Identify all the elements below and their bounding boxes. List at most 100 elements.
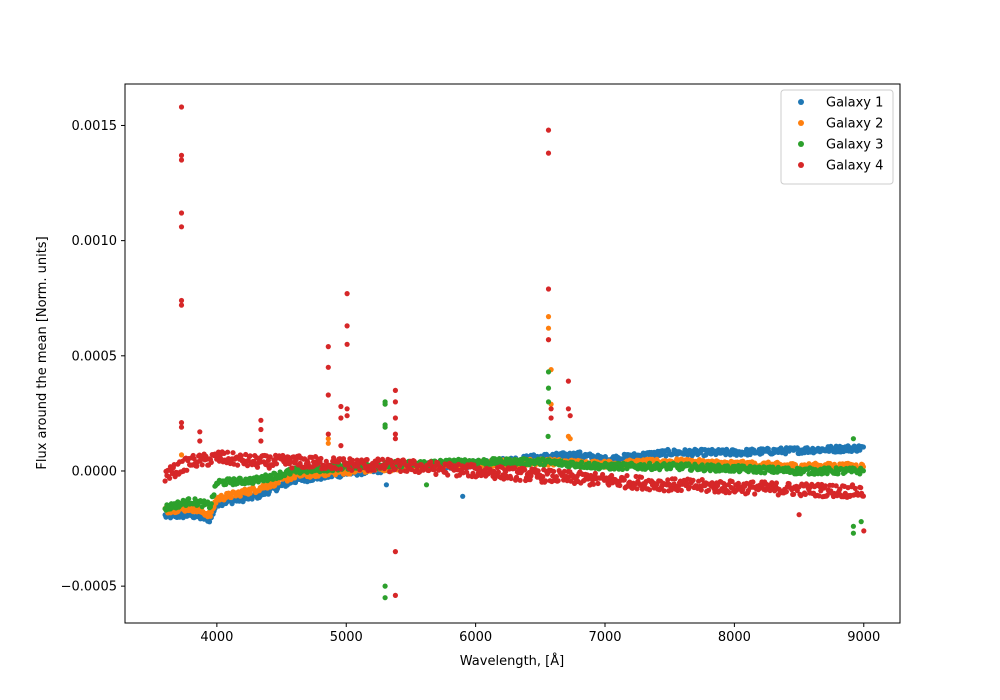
data-point-outlier <box>548 406 554 412</box>
data-point <box>230 450 236 456</box>
data-point <box>211 492 217 498</box>
data-point <box>590 481 597 487</box>
data-point-outlier <box>392 431 398 437</box>
data-point-outlier <box>258 417 264 423</box>
data-point <box>162 478 168 484</box>
data-point <box>208 459 214 465</box>
data-point <box>495 469 501 475</box>
data-point-outlier <box>545 385 552 391</box>
data-point-outlier <box>545 369 552 375</box>
data-point-outlier <box>850 523 857 529</box>
data-point-outlier <box>565 406 572 412</box>
data-point-outlier <box>178 424 185 430</box>
data-point <box>791 491 797 497</box>
data-point-outlier <box>567 413 573 419</box>
data-point-outlier <box>545 325 552 331</box>
data-point <box>503 469 509 475</box>
y-axis-label: Flux around the mean [Norm. units] <box>35 236 50 469</box>
data-point <box>634 486 640 492</box>
data-point <box>213 500 219 506</box>
data-point <box>225 449 231 455</box>
data-point-outlier <box>850 530 857 536</box>
data-point <box>289 465 295 471</box>
legend-label: Galaxy 3 <box>826 138 883 153</box>
data-point-outlier <box>344 341 350 347</box>
x-tick-label: 7000 <box>588 630 621 645</box>
data-point <box>699 477 705 483</box>
data-point-outlier <box>197 438 203 444</box>
data-point <box>802 491 809 497</box>
data-point <box>540 474 546 480</box>
data-point <box>528 473 534 479</box>
data-point <box>783 489 790 495</box>
data-point <box>513 474 520 480</box>
data-point-outlier <box>344 323 350 329</box>
data-point <box>551 468 557 474</box>
data-point <box>228 494 234 501</box>
data-point <box>388 458 395 465</box>
data-point <box>617 482 623 489</box>
data-point-outlier <box>178 302 185 308</box>
data-point <box>254 464 261 470</box>
x-tick-label: 9000 <box>847 630 880 645</box>
data-point-outlier <box>796 512 802 518</box>
data-point-outlier <box>178 104 185 110</box>
data-point-outlier <box>325 431 331 437</box>
data-point <box>191 456 197 462</box>
legend-label: Galaxy 4 <box>826 159 883 174</box>
legend-marker <box>798 99 804 105</box>
data-point <box>849 482 856 488</box>
legend-label: Galaxy 1 <box>826 96 883 111</box>
data-point <box>392 466 398 472</box>
data-point <box>237 493 243 499</box>
data-point <box>860 444 867 450</box>
data-point-outlier <box>382 401 388 407</box>
data-point-outlier <box>383 482 389 488</box>
data-point-outlier <box>344 413 350 419</box>
data-point-outlier <box>548 415 554 421</box>
data-point <box>223 481 229 487</box>
data-point <box>379 456 386 462</box>
data-point <box>387 469 393 475</box>
data-point <box>247 453 253 459</box>
data-point-outlier <box>325 440 331 446</box>
data-point <box>750 479 756 485</box>
data-point <box>705 487 712 493</box>
data-point <box>207 513 213 519</box>
data-point <box>553 474 560 480</box>
data-point-outlier <box>545 433 551 439</box>
data-point <box>555 478 561 484</box>
data-point <box>235 462 241 468</box>
legend-marker <box>798 162 804 168</box>
data-point <box>833 483 839 489</box>
data-point <box>208 501 214 507</box>
data-point <box>338 466 344 472</box>
data-point-outlier <box>197 429 203 435</box>
plot-background <box>125 84 900 623</box>
data-point-outlier <box>178 152 185 158</box>
data-point-outlier <box>178 157 185 163</box>
data-point <box>672 476 678 482</box>
x-tick-label: 5000 <box>330 630 363 645</box>
legend: Galaxy 1 Galaxy 2 Galaxy 3 Galaxy 4 <box>780 89 894 185</box>
data-point <box>433 471 439 477</box>
legend-marker <box>798 120 804 126</box>
data-point <box>517 477 523 483</box>
data-point-outlier <box>325 392 331 398</box>
x-axis-label: Wavelength, [Å] <box>460 653 564 669</box>
data-point <box>349 467 355 473</box>
data-point-outlier <box>460 493 466 499</box>
data-point <box>305 460 311 466</box>
data-point <box>491 468 497 474</box>
plot-frame <box>124 83 901 624</box>
data-point <box>592 470 598 476</box>
y-tick-label: 0.0010 <box>72 234 118 249</box>
data-point-outlier <box>178 224 185 230</box>
data-point-outlier <box>178 297 185 304</box>
data-point-outlier <box>178 210 185 216</box>
y-tick-label: −0.0005 <box>61 580 117 595</box>
data-point <box>535 468 541 474</box>
data-point-outlier <box>344 406 350 412</box>
data-point-outlier <box>423 482 430 488</box>
legend-label: Galaxy 2 <box>826 117 883 132</box>
